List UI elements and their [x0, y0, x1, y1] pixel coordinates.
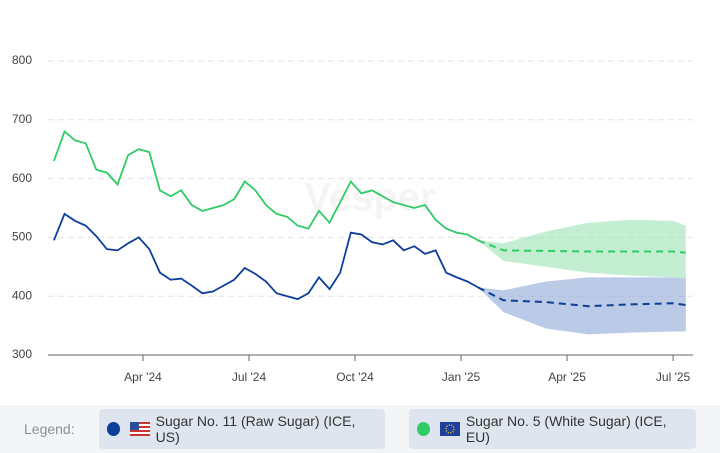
legend-label: Legend:	[24, 421, 75, 437]
history-line	[53, 130, 479, 242]
legend-item[interactable]: Sugar No. 5 (White Sugar) (ICE, EU)	[408, 409, 696, 449]
x-tick-label: Jan '25	[442, 370, 481, 384]
y-tick-label: 500	[12, 230, 32, 244]
x-tick-label: Jul '25	[656, 370, 691, 384]
x-tick-label: Apr '25	[548, 370, 586, 384]
flag-eu	[440, 422, 460, 436]
y-tick-label: 800	[12, 53, 32, 67]
forecast-band	[478, 219, 686, 279]
legend-dot	[106, 422, 121, 436]
forecast-line	[477, 239, 686, 254]
chart: Vesper 300 400 500 600 700 800 Apr '24 Jul '24 O…	[12, 53, 693, 384]
forecast-line	[477, 286, 686, 308]
x-tick-label: Oct '24	[336, 370, 374, 384]
legend-item[interactable]: Sugar No. 11 (Raw Sugar) (ICE, US)	[98, 409, 385, 449]
y-tick-label: 400	[12, 288, 32, 302]
history-line	[53, 212, 479, 301]
legend-text: Sugar No. 11 (Raw Sugar) (ICE, US)	[155, 413, 356, 445]
y-tick-label: 600	[12, 171, 32, 185]
forecast-band	[478, 277, 686, 335]
watermark: Vesper	[304, 176, 435, 220]
y-tick-label: 700	[12, 112, 32, 126]
x-tick-label: Jul '24	[232, 370, 267, 384]
y-tick-label: 300	[12, 347, 32, 361]
flag-us	[130, 422, 150, 436]
legend-dot	[416, 422, 431, 436]
legend-text: Sugar No. 5 (White Sugar) (ICE, EU)	[465, 413, 667, 445]
legend: Legend: Sugar No. 11 (Raw Sugar) (ICE, U…	[0, 405, 720, 453]
x-tick-label: Apr '24	[124, 370, 162, 384]
